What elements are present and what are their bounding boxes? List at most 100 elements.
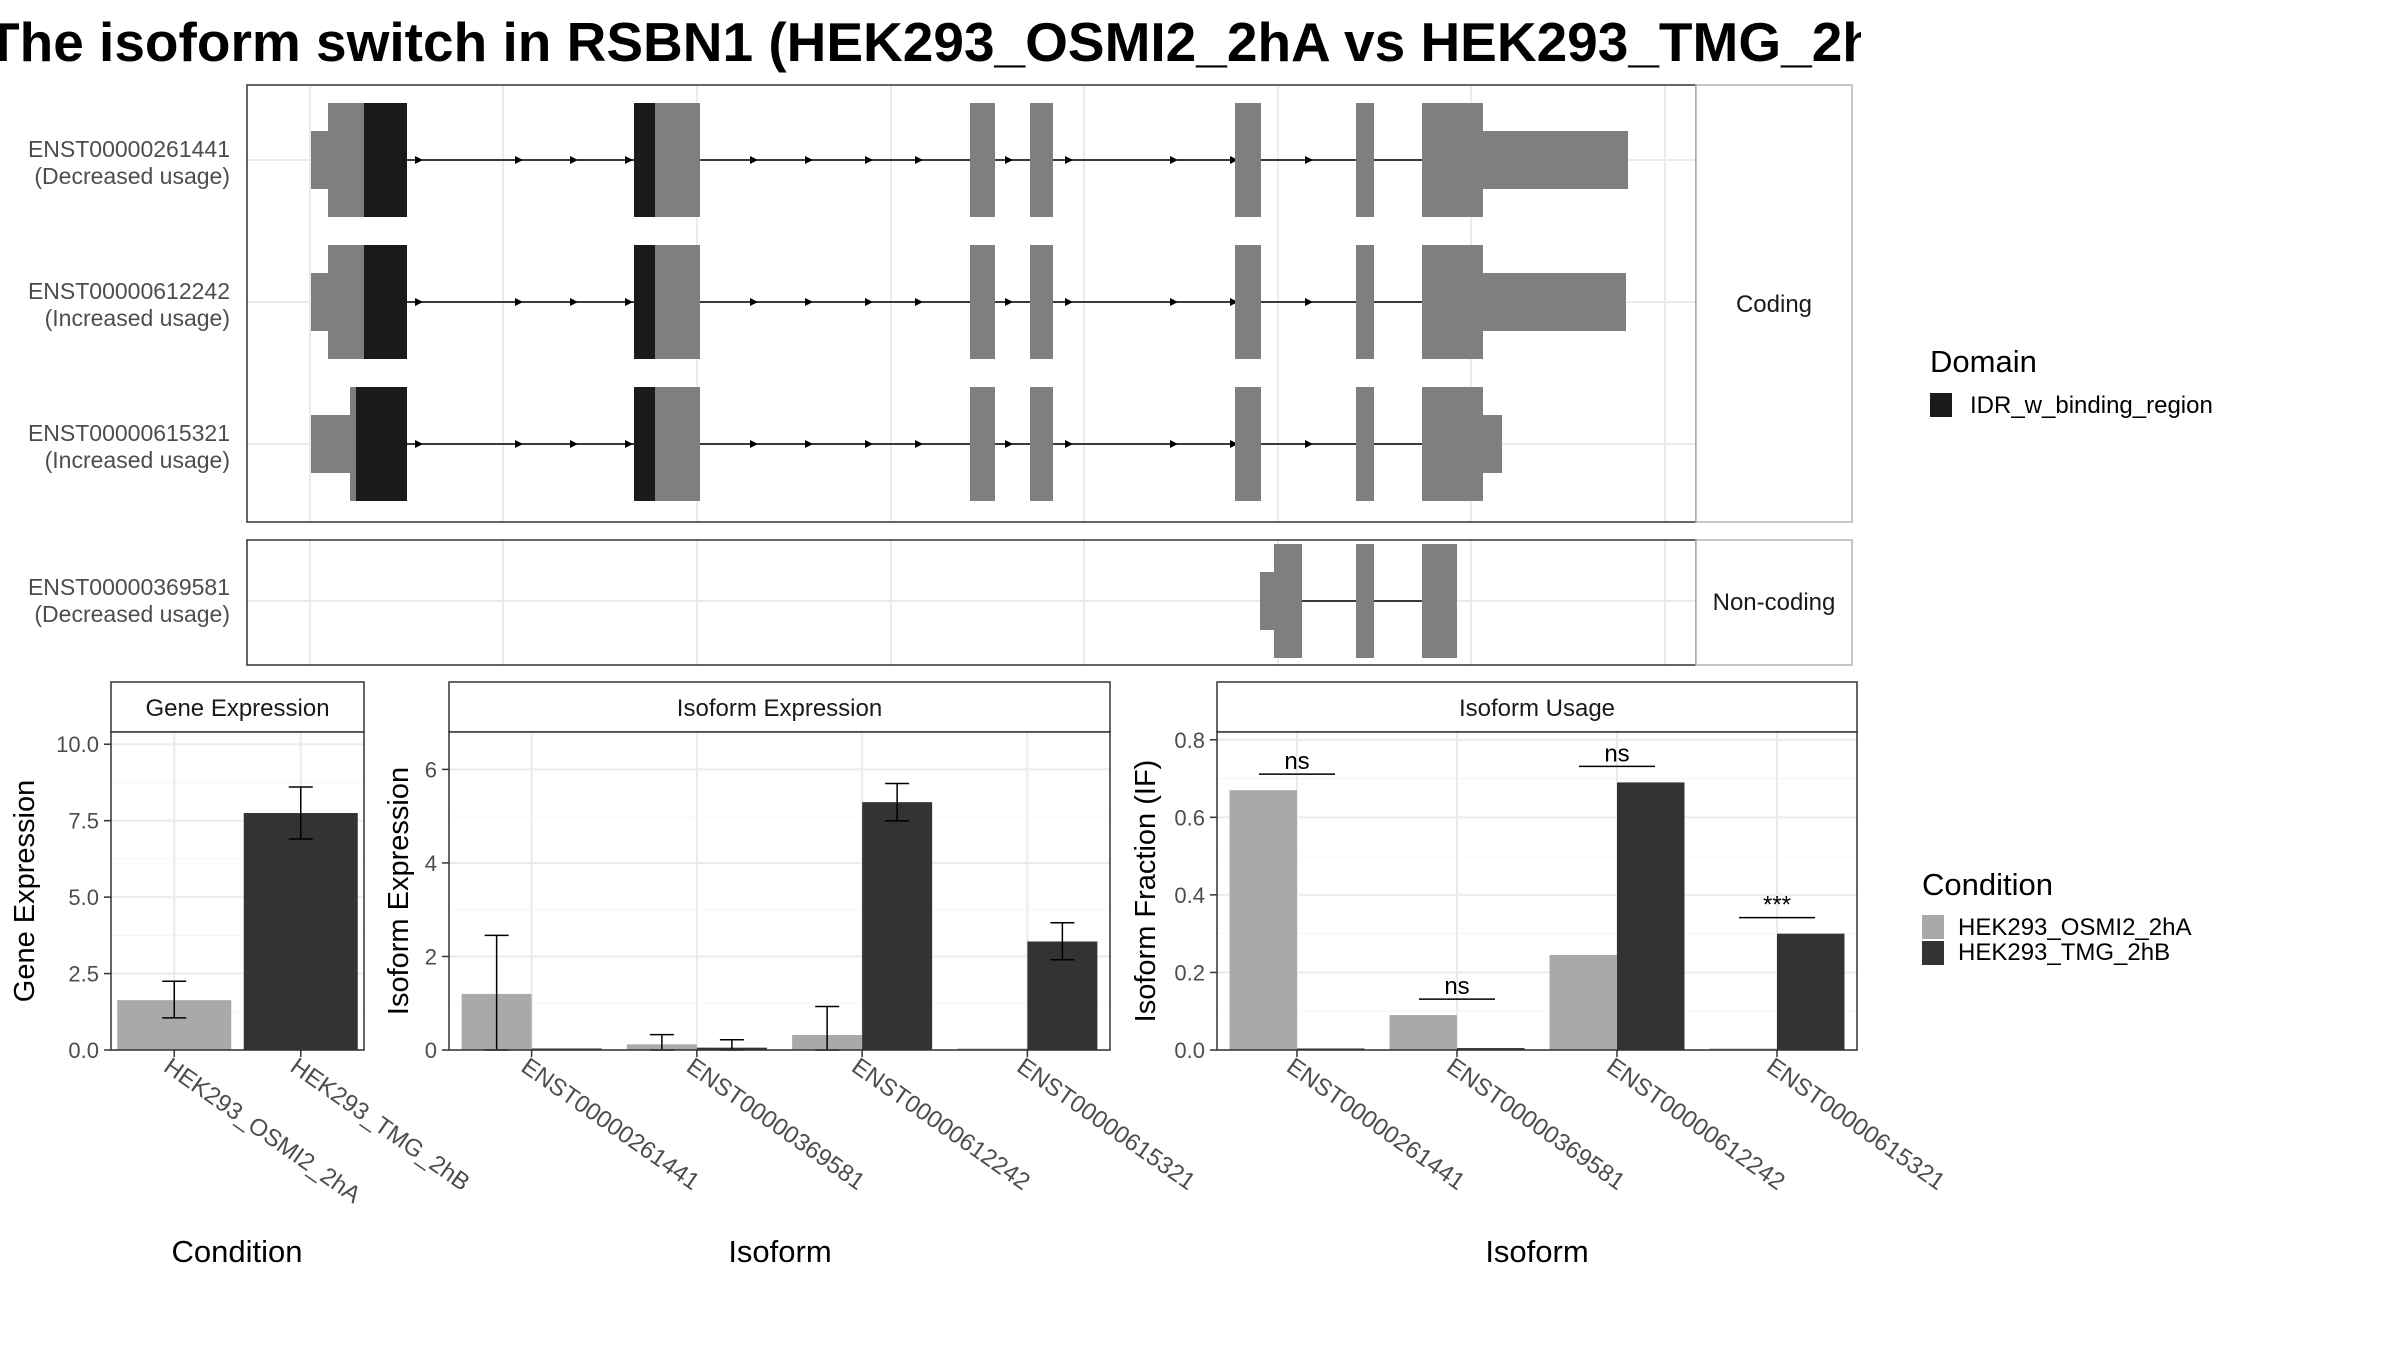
- domain-legend-key: [1930, 393, 1952, 417]
- significance-label: ***: [1763, 892, 1791, 919]
- strand-arrow: [865, 156, 873, 164]
- panel-background: [247, 540, 1696, 665]
- condition-legend-label-1: HEK293_OSMI2_2hA: [1958, 914, 2191, 941]
- strand-arrow: [1005, 298, 1013, 306]
- bar: [243, 813, 358, 1050]
- bar: [1617, 782, 1685, 1050]
- plot-border: [1216, 731, 1858, 1051]
- exon: [1030, 245, 1053, 359]
- strand-arrow: [515, 440, 523, 448]
- strip-noncoding-label: Non-coding: [1713, 589, 1836, 616]
- strand-arrow: [915, 440, 923, 448]
- strand-arrow: [415, 156, 423, 164]
- exon: [655, 245, 700, 359]
- chart-title: Isoform Expression: [677, 695, 882, 722]
- domain-legend-label: IDR_w_binding_region: [1970, 392, 2213, 419]
- transcript-structure-panel: [246, 84, 1697, 666]
- domain-region: [356, 387, 407, 501]
- bar: [1457, 1048, 1525, 1050]
- chart-title: Gene Expression: [145, 695, 329, 722]
- strand-arrow: [1005, 156, 1013, 164]
- strip-noncoding: [1695, 539, 1853, 666]
- plot-border: [110, 731, 365, 1051]
- strip-coding-label: Coding: [1736, 291, 1812, 318]
- exon: [1422, 103, 1483, 217]
- x-axis-title: Isoform: [728, 1234, 831, 1269]
- exon: [1356, 103, 1374, 217]
- chart-title: Isoform Usage: [1459, 695, 1615, 722]
- strand-arrow: [750, 156, 758, 164]
- exon: [1235, 387, 1261, 501]
- x-tick-label: ENST00000615321: [1012, 1053, 1200, 1196]
- x-tick-label: ENST00000612242: [847, 1053, 1035, 1196]
- y-tick-label: 6: [425, 757, 437, 782]
- transcript-label-usage: (Decreased usage): [34, 601, 230, 627]
- y-tick-label: 0.6: [1174, 805, 1205, 830]
- domain-region: [364, 245, 407, 359]
- exon: [311, 415, 350, 473]
- exon: [1422, 245, 1483, 359]
- strand-arrow: [915, 156, 923, 164]
- x-tick-label: ENST00000261441: [516, 1053, 704, 1196]
- exon: [970, 387, 995, 501]
- exon: [1356, 544, 1374, 658]
- exon: [970, 245, 995, 359]
- strand-arrow: [1065, 440, 1073, 448]
- exon: [1260, 572, 1274, 630]
- x-axis-title: Isoform: [1485, 1234, 1588, 1269]
- transcript-label-id: ENST00000261441: [28, 136, 230, 162]
- strand-arrow: [515, 156, 523, 164]
- strand-arrow: [570, 298, 578, 306]
- strip-box: [448, 681, 1111, 733]
- strand-arrow: [915, 298, 923, 306]
- exon: [311, 273, 328, 331]
- exon: [1483, 273, 1626, 331]
- exon: [1030, 387, 1053, 501]
- plot-background: [1217, 732, 1857, 1050]
- facet-strips: Coding Non-coding: [1695, 84, 1853, 666]
- strip-coding: [1695, 84, 1853, 523]
- strand-arrow: [750, 298, 758, 306]
- y-tick-label: 2.5: [68, 962, 99, 987]
- condition-legend-key-2: [1922, 941, 1944, 965]
- strand-arrow: [1305, 298, 1313, 306]
- strand-arrow: [570, 156, 578, 164]
- exon: [1483, 415, 1502, 473]
- domain-region: [364, 103, 407, 217]
- strand-arrow: [1230, 298, 1238, 306]
- exon: [1422, 544, 1457, 658]
- domain-legend: Domain IDR_w_binding_region: [1930, 344, 2213, 419]
- strand-arrow: [1170, 298, 1178, 306]
- bar: [1389, 1015, 1457, 1050]
- bar: [1229, 790, 1297, 1050]
- exon: [328, 103, 364, 217]
- exon: [1422, 387, 1483, 501]
- strand-arrow: [865, 298, 873, 306]
- bar-charts: Gene Expression0.02.55.07.510.0HEK293_OS…: [9, 681, 1950, 1269]
- y-tick-label: 7.5: [68, 809, 99, 834]
- transcript-label-usage: (Increased usage): [45, 447, 230, 473]
- strip-box: [110, 681, 365, 733]
- y-tick-label: 0.8: [1174, 728, 1205, 753]
- y-tick-label: 0.2: [1174, 960, 1205, 985]
- strand-arrow: [750, 440, 758, 448]
- condition-legend-label-2: HEK293_TMG_2hB: [1958, 939, 2170, 966]
- y-tick-label: 4: [425, 851, 437, 876]
- transcript-label-usage: (Decreased usage): [34, 163, 230, 189]
- exon: [1030, 103, 1053, 217]
- x-tick-label: ENST00000615321: [1762, 1053, 1950, 1196]
- exon: [655, 387, 700, 501]
- domain-legend-title: Domain: [1930, 344, 2037, 379]
- bar: [1777, 933, 1845, 1050]
- exon: [1356, 245, 1374, 359]
- exon: [1235, 245, 1261, 359]
- plot-border: [448, 731, 1111, 1051]
- strip-box: [1216, 681, 1858, 733]
- exon: [1356, 387, 1374, 501]
- strand-arrow: [625, 440, 633, 448]
- strand-arrow: [865, 440, 873, 448]
- condition-legend-key-1: [1922, 915, 1944, 939]
- transcript-label-id: ENST00000612242: [28, 278, 230, 304]
- y-tick-label: 2: [425, 944, 437, 969]
